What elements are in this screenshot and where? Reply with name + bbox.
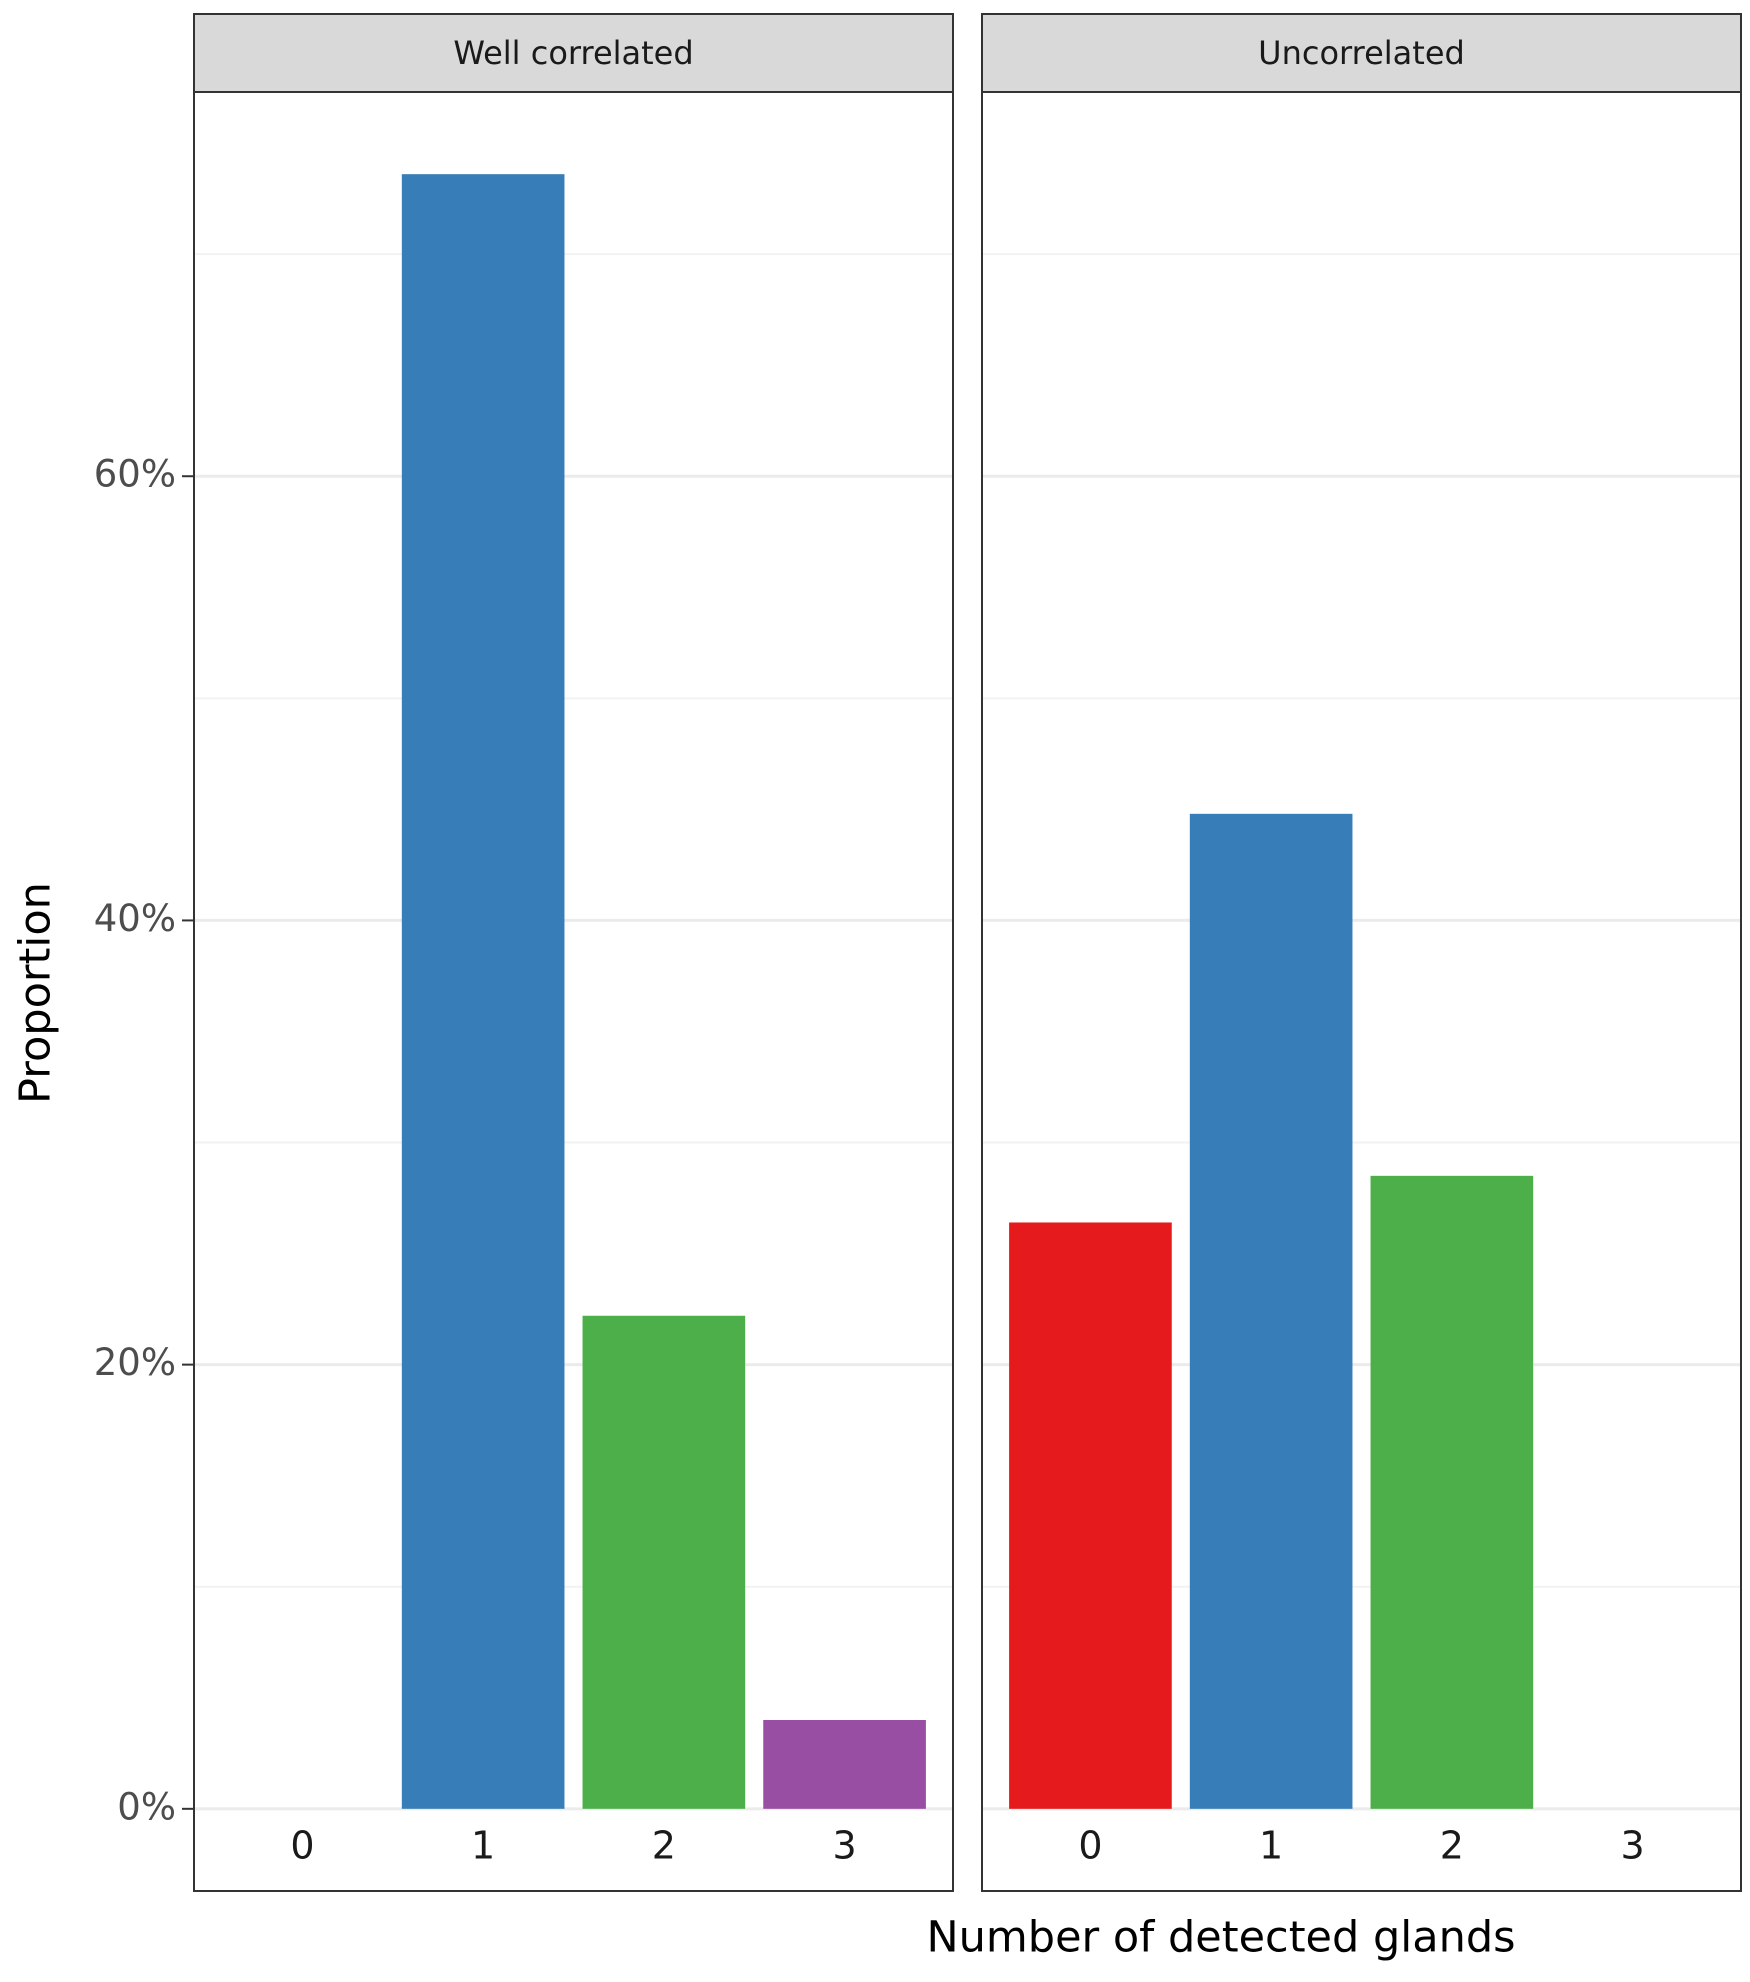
y-tick-label: 60% [94, 453, 176, 496]
y-axis-label: Proportion [11, 882, 61, 1104]
x-axis-label: Number of detected glands [926, 1913, 1515, 1963]
bar [1370, 1175, 1534, 1809]
bar [1189, 813, 1353, 1809]
bar [582, 1315, 746, 1809]
x-tick-label: 0 [1078, 1824, 1102, 1868]
x-tick-label: 2 [1440, 1824, 1464, 1868]
strip-title: Well correlated [453, 34, 693, 72]
strip [193, 13, 954, 93]
bar [763, 1719, 926, 1809]
x-tick-label: 2 [652, 1824, 676, 1868]
panel-background [194, 92, 953, 1891]
bar [401, 174, 565, 1809]
bar [1009, 1222, 1172, 1809]
y-tick-label: 0% [117, 1785, 176, 1828]
x-tick-label: 0 [290, 1824, 314, 1868]
x-tick-label: 1 [471, 1824, 495, 1868]
strip [981, 13, 1742, 93]
y-tick-label: 20% [94, 1341, 176, 1384]
x-tick-label: 3 [1620, 1824, 1644, 1868]
strip-title: Uncorrelated [1258, 34, 1465, 72]
y-tick-label: 40% [94, 897, 176, 940]
x-tick-label: 3 [832, 1824, 856, 1868]
x-tick-label: 1 [1259, 1824, 1283, 1868]
